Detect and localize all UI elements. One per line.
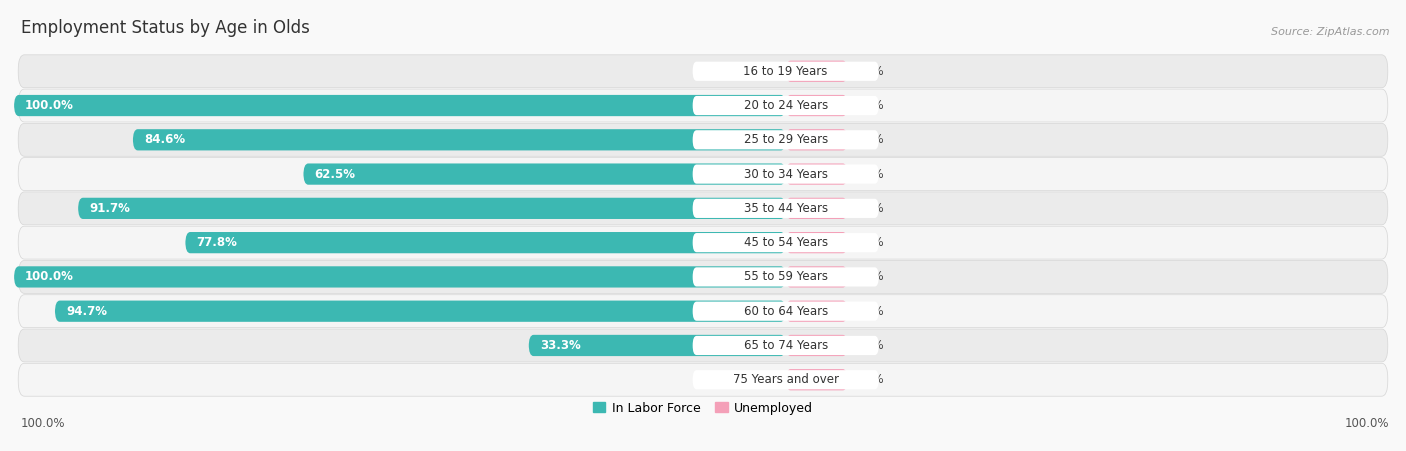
Text: 75 Years and over: 75 Years and over (733, 373, 838, 386)
FancyBboxPatch shape (14, 95, 786, 116)
FancyBboxPatch shape (693, 302, 879, 321)
Text: Employment Status by Age in Olds: Employment Status by Age in Olds (21, 19, 309, 37)
Text: 94.7%: 94.7% (66, 305, 107, 318)
FancyBboxPatch shape (186, 232, 786, 253)
Text: 0.0%: 0.0% (855, 99, 884, 112)
Text: 0.0%: 0.0% (855, 168, 884, 180)
FancyBboxPatch shape (786, 300, 848, 322)
Text: 77.8%: 77.8% (197, 236, 238, 249)
FancyBboxPatch shape (529, 335, 786, 356)
FancyBboxPatch shape (786, 232, 848, 253)
Text: 0.0%: 0.0% (749, 65, 779, 78)
Text: 0.0%: 0.0% (855, 133, 884, 146)
FancyBboxPatch shape (693, 199, 879, 218)
Text: 55 to 59 Years: 55 to 59 Years (744, 271, 828, 283)
Text: 0.0%: 0.0% (855, 305, 884, 318)
Text: 84.6%: 84.6% (143, 133, 186, 146)
FancyBboxPatch shape (786, 60, 848, 82)
FancyBboxPatch shape (18, 261, 1388, 293)
Text: 0.0%: 0.0% (855, 339, 884, 352)
Text: 100.0%: 100.0% (1344, 418, 1389, 430)
Text: 91.7%: 91.7% (89, 202, 129, 215)
Text: 60 to 64 Years: 60 to 64 Years (744, 305, 828, 318)
Text: 100.0%: 100.0% (25, 271, 75, 283)
Text: 0.0%: 0.0% (749, 373, 779, 386)
FancyBboxPatch shape (18, 89, 1388, 122)
FancyBboxPatch shape (304, 163, 786, 185)
FancyBboxPatch shape (18, 329, 1388, 362)
FancyBboxPatch shape (786, 369, 848, 391)
Text: 25 to 29 Years: 25 to 29 Years (744, 133, 828, 146)
Text: 100.0%: 100.0% (21, 418, 66, 430)
FancyBboxPatch shape (693, 267, 879, 286)
FancyBboxPatch shape (18, 226, 1388, 259)
FancyBboxPatch shape (693, 62, 879, 81)
Text: 45 to 54 Years: 45 to 54 Years (744, 236, 828, 249)
FancyBboxPatch shape (693, 370, 879, 389)
FancyBboxPatch shape (693, 165, 879, 184)
FancyBboxPatch shape (693, 336, 879, 355)
FancyBboxPatch shape (18, 364, 1388, 396)
FancyBboxPatch shape (18, 192, 1388, 225)
Text: 33.3%: 33.3% (540, 339, 581, 352)
FancyBboxPatch shape (134, 129, 786, 151)
FancyBboxPatch shape (18, 124, 1388, 156)
Text: 30 to 34 Years: 30 to 34 Years (744, 168, 828, 180)
FancyBboxPatch shape (18, 158, 1388, 190)
FancyBboxPatch shape (786, 129, 848, 151)
Text: 62.5%: 62.5% (315, 168, 356, 180)
Text: 20 to 24 Years: 20 to 24 Years (744, 99, 828, 112)
Text: 0.0%: 0.0% (855, 65, 884, 78)
Text: 0.0%: 0.0% (855, 373, 884, 386)
Text: 16 to 19 Years: 16 to 19 Years (744, 65, 828, 78)
FancyBboxPatch shape (14, 266, 786, 288)
FancyBboxPatch shape (693, 130, 879, 149)
FancyBboxPatch shape (18, 55, 1388, 87)
Text: 0.0%: 0.0% (855, 236, 884, 249)
Text: 35 to 44 Years: 35 to 44 Years (744, 202, 828, 215)
FancyBboxPatch shape (786, 266, 848, 288)
FancyBboxPatch shape (786, 95, 848, 116)
FancyBboxPatch shape (79, 198, 786, 219)
Text: 0.0%: 0.0% (855, 202, 884, 215)
Text: 65 to 74 Years: 65 to 74 Years (744, 339, 828, 352)
FancyBboxPatch shape (55, 300, 786, 322)
FancyBboxPatch shape (786, 335, 848, 356)
Legend: In Labor Force, Unemployed: In Labor Force, Unemployed (593, 402, 813, 414)
FancyBboxPatch shape (786, 163, 848, 185)
FancyBboxPatch shape (693, 96, 879, 115)
Text: 100.0%: 100.0% (25, 99, 75, 112)
FancyBboxPatch shape (786, 198, 848, 219)
Text: 0.0%: 0.0% (855, 271, 884, 283)
Text: Source: ZipAtlas.com: Source: ZipAtlas.com (1271, 27, 1389, 37)
FancyBboxPatch shape (18, 295, 1388, 327)
FancyBboxPatch shape (693, 233, 879, 252)
